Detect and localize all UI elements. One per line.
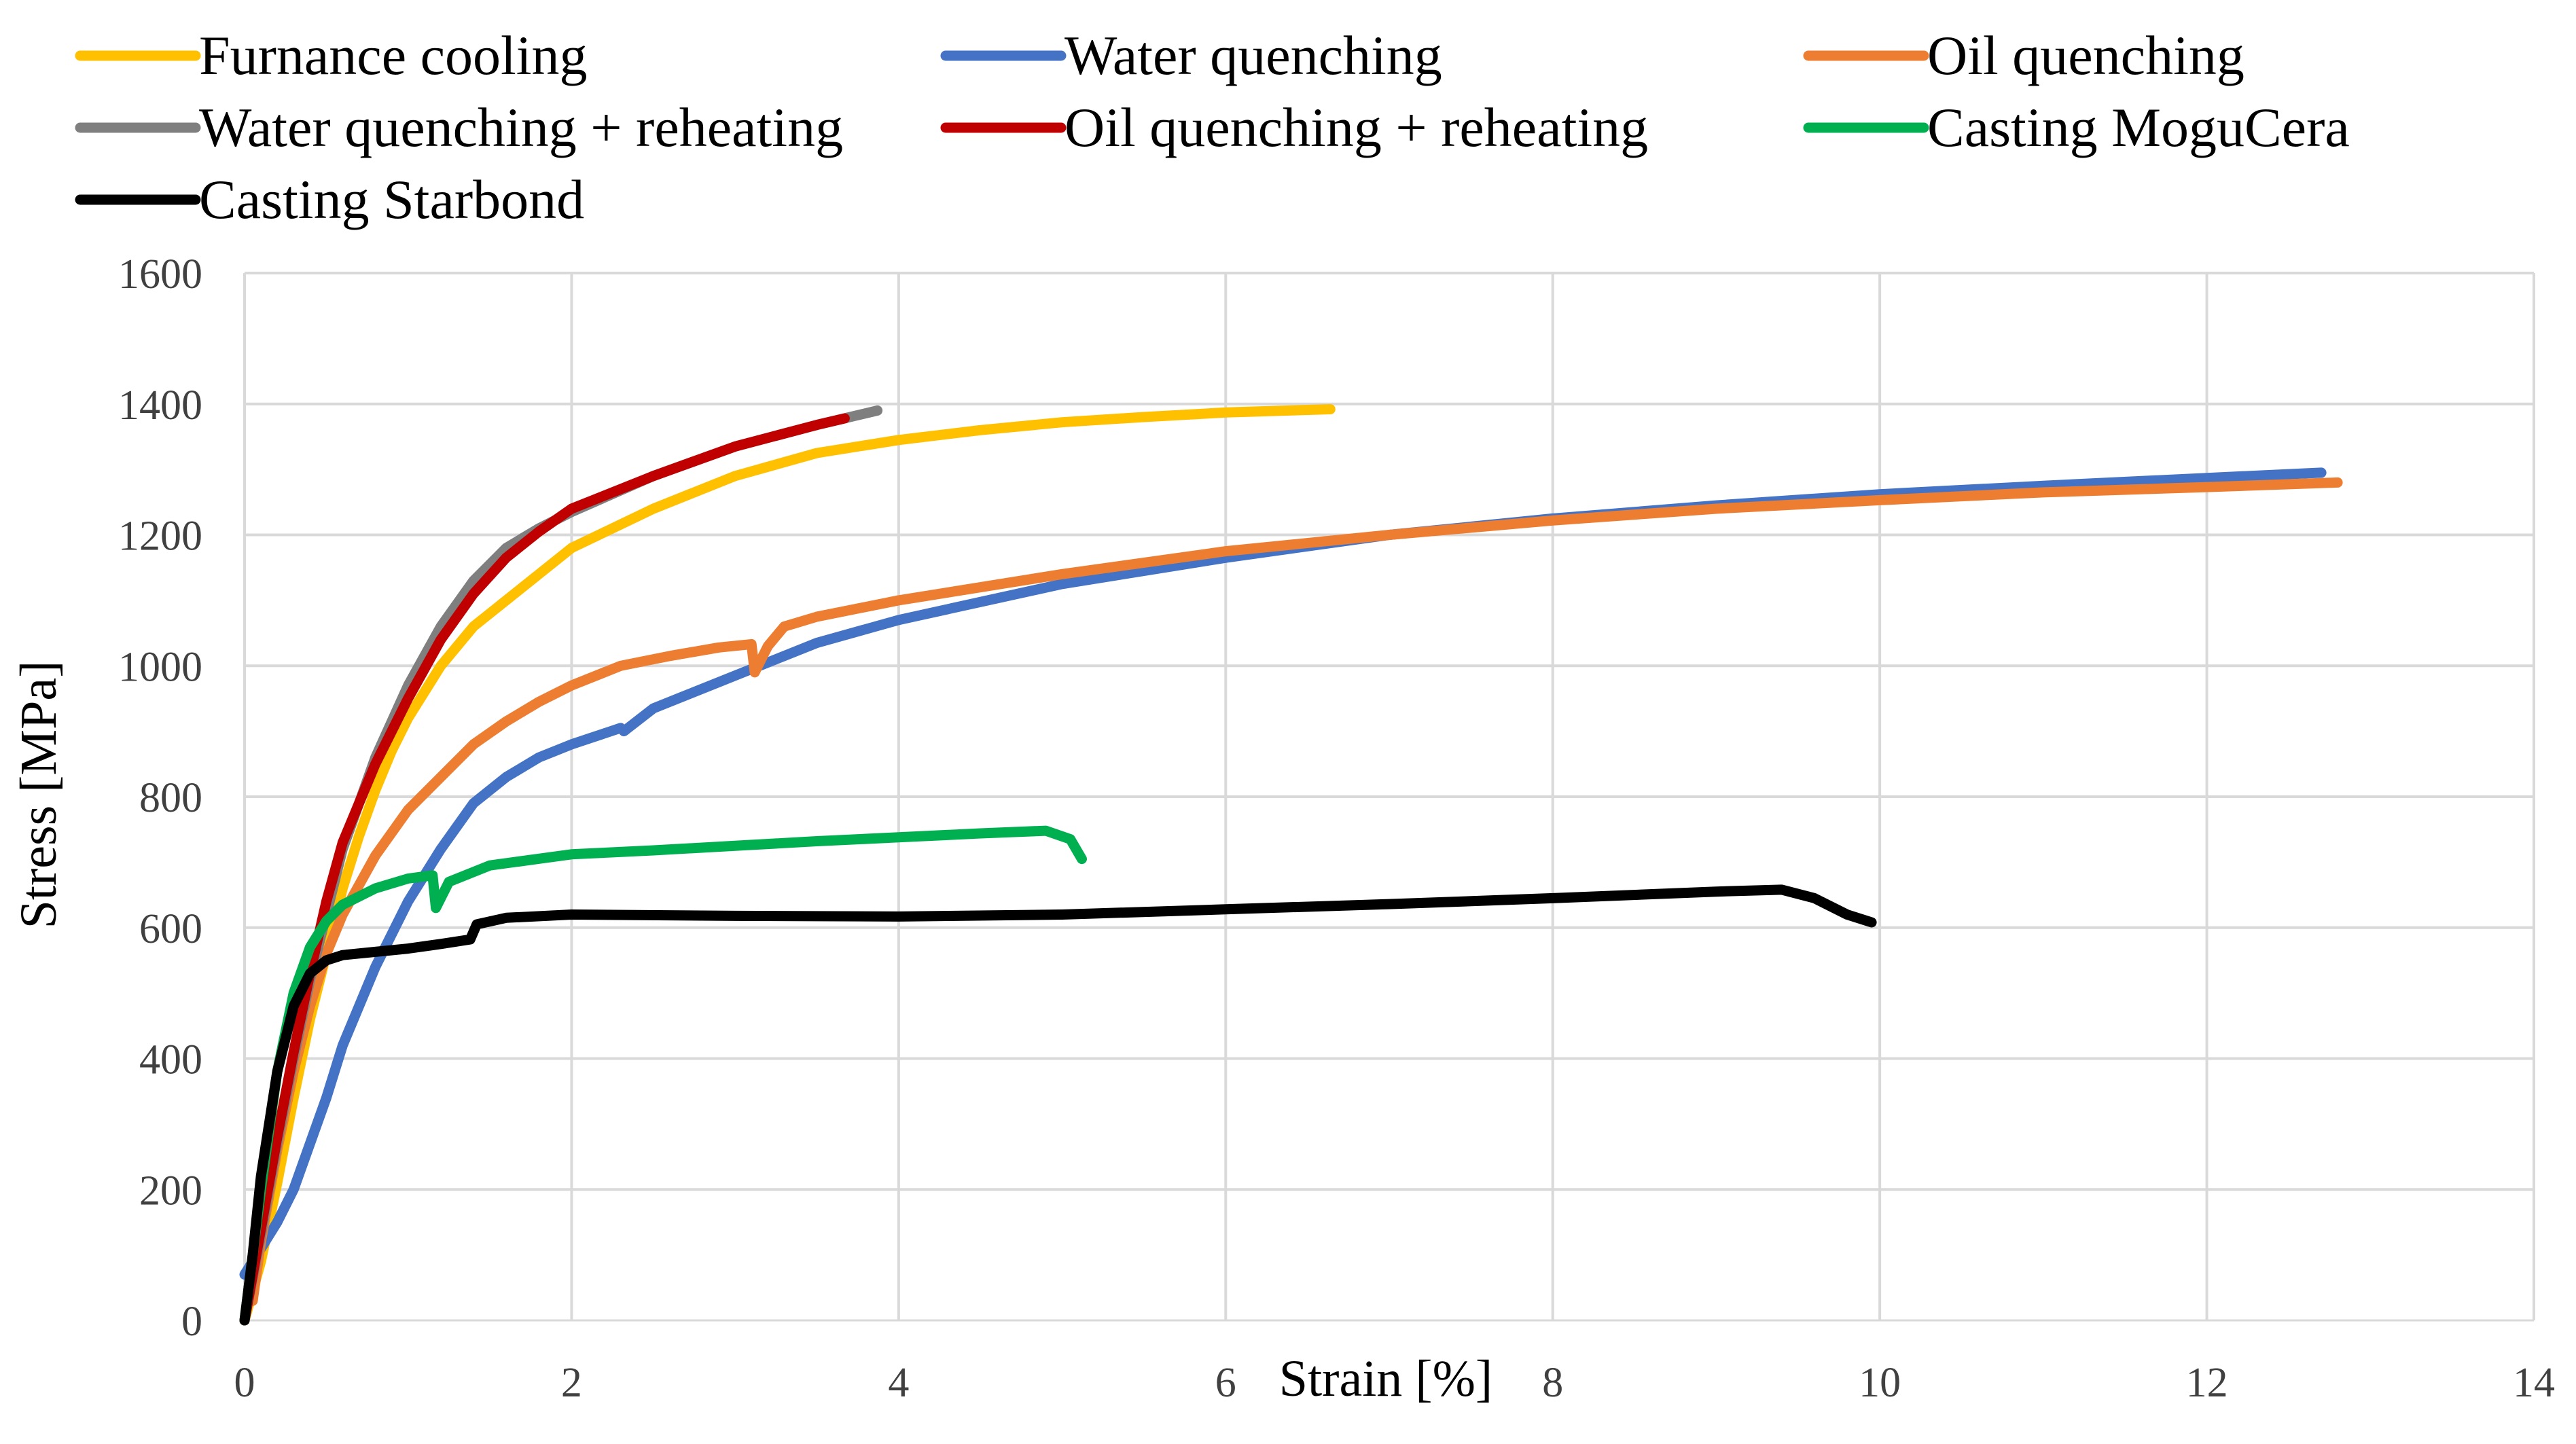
x-tick-label: 4: [888, 1360, 909, 1406]
y-tick-label: 1400: [118, 382, 202, 429]
y-tick-label: 400: [139, 1037, 202, 1083]
y-tick-label: 1600: [118, 251, 202, 297]
series-lines: [239, 404, 2343, 1326]
legend-label: Oil quenching: [1927, 24, 2244, 86]
legend-label: Water quenching + reheating: [199, 96, 843, 158]
y-tick-label: 1200: [118, 513, 202, 560]
x-axis-title: Strain [%]: [1279, 1350, 1492, 1407]
tick-labels: 0 200 400 600 800 1000 1200 1400 1600 0 2 4 6 8 10 12 14: [118, 251, 2555, 1406]
x-tick-label: 12: [2186, 1360, 2228, 1406]
legend-label: Casting Starbond: [199, 168, 584, 230]
x-tick-label: 8: [1542, 1360, 1563, 1406]
x-tick-label: 0: [234, 1360, 255, 1406]
y-tick-label: 800: [139, 775, 202, 821]
legend: Furnance cooling Water quenching Oil quenc…: [75, 24, 2350, 230]
x-tick-label: 2: [561, 1360, 582, 1406]
y-tick-label: 0: [181, 1299, 202, 1345]
x-tick-label: 14: [2513, 1360, 2555, 1406]
y-tick-label: 200: [139, 1168, 202, 1214]
series-line-3: [247, 477, 2343, 1306]
legend-label: Casting MoguCera: [1927, 96, 2350, 158]
y-axis-title: Stress [MPa]: [10, 661, 67, 929]
series-line-2: [239, 467, 2327, 1280]
series-line-7: [239, 884, 1877, 1326]
x-tick-label: 6: [1215, 1360, 1236, 1406]
series-line-6: [239, 825, 1087, 1326]
legend-label: Oil quenching + reheating: [1065, 96, 1648, 158]
legend-label: Furnance cooling: [199, 24, 588, 86]
x-tick-label: 10: [1859, 1360, 1901, 1406]
legend-label: Water quenching: [1065, 24, 1442, 86]
gridlines: [243, 272, 2535, 1322]
y-tick-label: 1000: [118, 644, 202, 690]
series-line-1: [239, 404, 1336, 1326]
y-tick-label: 600: [139, 906, 202, 952]
series-line-5: [239, 413, 850, 1326]
